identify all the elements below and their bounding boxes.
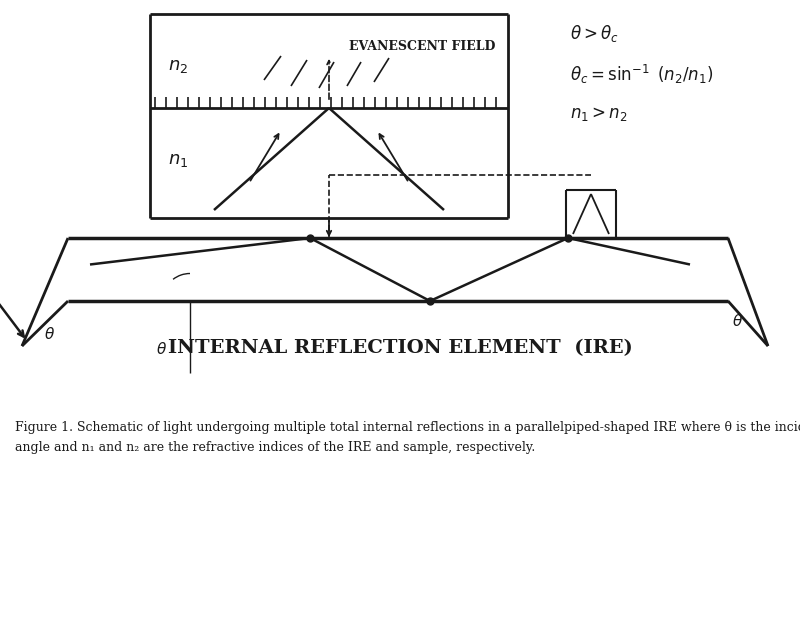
Text: INTERNAL REFLECTION ELEMENT  (IRE): INTERNAL REFLECTION ELEMENT (IRE) xyxy=(168,339,632,357)
Text: Figure 1. Schematic of light undergoing multiple total internal reflections in a: Figure 1. Schematic of light undergoing … xyxy=(15,421,800,434)
Text: $\theta_c = \sin^{-1}\ (n_2/n_1)$: $\theta_c = \sin^{-1}\ (n_2/n_1)$ xyxy=(570,63,714,86)
Text: EVANESCENT FIELD: EVANESCENT FIELD xyxy=(349,39,495,53)
Text: $n_1 > n_2$: $n_1 > n_2$ xyxy=(570,105,628,123)
Text: $\theta$: $\theta$ xyxy=(45,326,55,342)
Text: $\theta$: $\theta$ xyxy=(733,313,743,329)
Text: angle and n₁ and n₂ are the refractive indices of the IRE and sample, respective: angle and n₁ and n₂ are the refractive i… xyxy=(15,441,535,454)
Text: $n_1$: $n_1$ xyxy=(168,151,188,169)
Text: $n_2$: $n_2$ xyxy=(168,57,188,75)
Text: $\theta > \theta_c$: $\theta > \theta_c$ xyxy=(570,24,619,44)
Text: $\theta$: $\theta$ xyxy=(157,341,167,357)
